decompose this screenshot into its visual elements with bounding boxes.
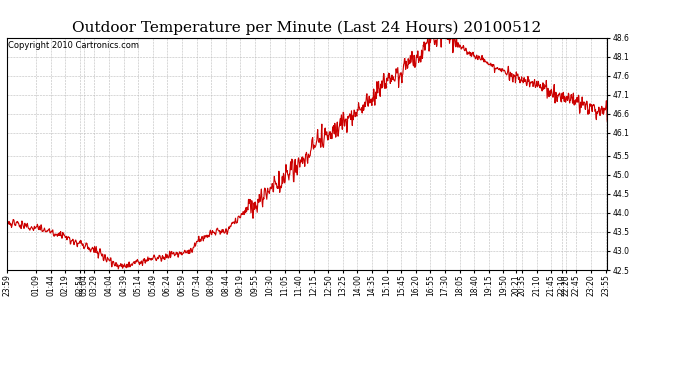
Title: Outdoor Temperature per Minute (Last 24 Hours) 20100512: Outdoor Temperature per Minute (Last 24 … xyxy=(72,21,542,35)
Text: Copyright 2010 Cartronics.com: Copyright 2010 Cartronics.com xyxy=(8,41,139,50)
